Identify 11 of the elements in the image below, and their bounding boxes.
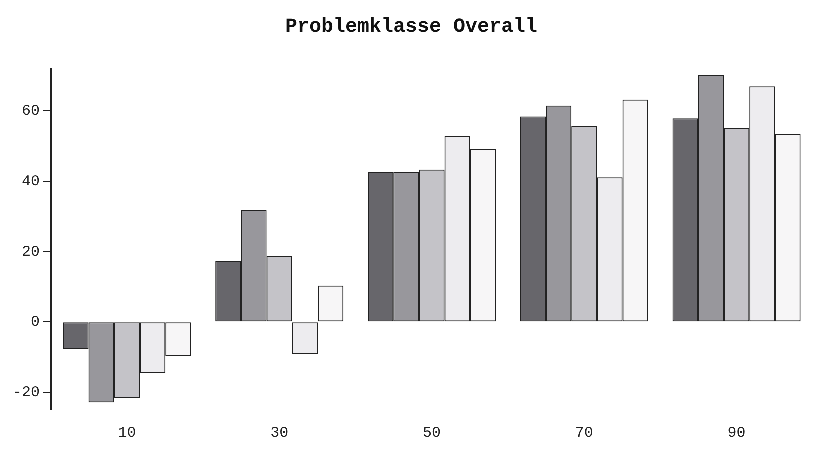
y-tick-label: 0: [30, 314, 40, 332]
x-tick-label: 70: [575, 424, 594, 442]
y-tick-label: 40: [22, 173, 40, 190]
y-tick-label: 20: [22, 244, 40, 261]
y-tick-label: -20: [12, 384, 40, 402]
x-tick-label: 30: [270, 424, 289, 442]
x-tick-label: 10: [118, 424, 136, 442]
chart-title: Problemklasse Overall: [285, 16, 538, 40]
x-tick-label: 90: [728, 424, 746, 442]
y-tick-label: 60: [22, 103, 40, 120]
x-tick-label: 50: [422, 424, 442, 442]
